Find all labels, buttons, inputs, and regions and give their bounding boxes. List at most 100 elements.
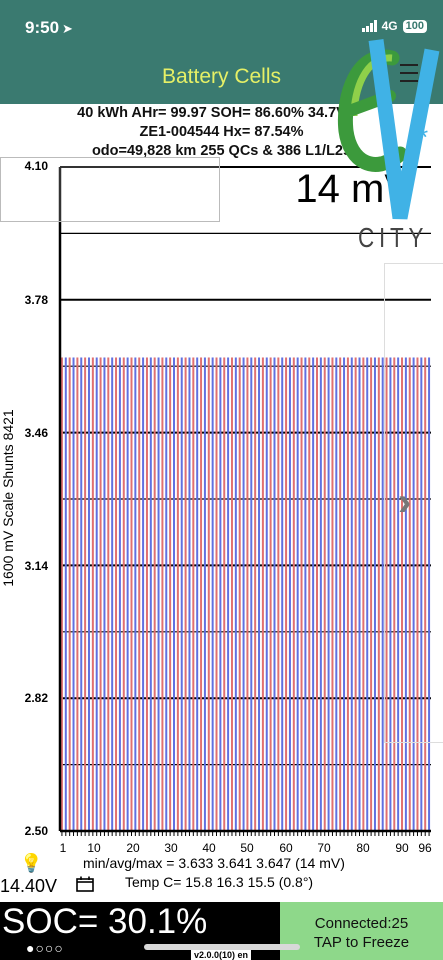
cell-bar xyxy=(80,357,82,831)
cell-bar xyxy=(154,357,156,831)
cell-bar xyxy=(266,357,268,831)
cell-bar xyxy=(88,357,90,831)
cell-bar xyxy=(301,357,303,831)
cell-bar xyxy=(374,357,376,831)
cell-bar xyxy=(76,357,78,831)
x-tick-label: 50 xyxy=(240,841,253,855)
y-tick-label: 3.46 xyxy=(0,426,48,440)
cell-bar xyxy=(216,357,218,831)
cell-bar xyxy=(347,357,349,831)
cell-bar xyxy=(366,357,368,831)
cell-bar xyxy=(142,357,144,831)
svg-text:*: * xyxy=(418,122,428,152)
cell-bar xyxy=(297,357,299,831)
cell-bar xyxy=(111,357,113,831)
cell-bar xyxy=(165,357,167,831)
soc-label: SOC= 30.1% xyxy=(2,902,207,942)
cell-bar xyxy=(254,357,256,831)
cell-bar xyxy=(320,357,322,831)
cell-bar xyxy=(158,357,160,831)
cell-bar xyxy=(293,357,295,831)
cell-bar xyxy=(316,357,318,831)
aux-voltage: 14.40V xyxy=(0,876,57,897)
cell-bar xyxy=(370,357,372,831)
logo-city-text: CITY xyxy=(358,222,428,254)
y-tick-label: 4.10 xyxy=(0,159,48,173)
status-indicators: 4G 100 xyxy=(362,19,427,33)
x-tick-label: 60 xyxy=(279,841,292,855)
freeze-label: TAP to Freeze xyxy=(280,933,443,952)
battery-icon: 100 xyxy=(403,20,427,33)
cell-bar xyxy=(227,357,229,831)
cell-bar xyxy=(169,357,171,831)
cell-bar xyxy=(127,357,129,831)
cell-bar xyxy=(219,357,221,831)
x-tick-label: 1 xyxy=(60,841,67,855)
calendar-icon[interactable] xyxy=(76,876,94,892)
cell-bar xyxy=(351,357,353,831)
y-tick-label: 3.14 xyxy=(0,559,48,573)
cell-bar xyxy=(200,357,202,831)
cell-bar xyxy=(239,357,241,831)
signal-icon xyxy=(362,20,377,32)
cell-bars xyxy=(61,357,430,831)
cell-bar xyxy=(177,357,179,831)
cell-bar xyxy=(270,357,272,831)
page-indicator[interactable]: ●○○○ xyxy=(26,940,64,956)
y-tick-label: 3.78 xyxy=(0,293,48,307)
x-tick-label: 96 xyxy=(418,841,431,855)
version-label: v2.0.0(10) en xyxy=(191,950,251,960)
cell-bar xyxy=(208,357,210,831)
cell-bar xyxy=(181,357,183,831)
chart-axes xyxy=(60,167,431,836)
cell-bar xyxy=(173,357,175,831)
x-tick-label: 20 xyxy=(126,841,139,855)
cell-bar xyxy=(146,357,148,831)
cell-bar xyxy=(343,357,345,831)
cell-bar xyxy=(277,357,279,831)
lightbulb-icon[interactable]: 💡 xyxy=(20,853,42,874)
status-time: 9:50 ➤ xyxy=(25,18,73,38)
side-panel[interactable] xyxy=(384,263,443,743)
cell-bar xyxy=(308,357,310,831)
cell-bar xyxy=(204,357,206,831)
cell-bar xyxy=(100,357,102,831)
x-tick-label: 80 xyxy=(356,841,369,855)
cell-bar xyxy=(231,357,233,831)
cell-bar xyxy=(69,357,71,831)
x-tick-label: 40 xyxy=(202,841,215,855)
cell-bar xyxy=(258,357,260,831)
cell-bar xyxy=(119,357,121,831)
cell-bar xyxy=(246,357,248,831)
cell-bar xyxy=(150,357,152,831)
cell-bar xyxy=(250,357,252,831)
connection-status: Connected:25 xyxy=(280,914,443,933)
cell-bar xyxy=(331,357,333,831)
temperature-stats: Temp C= 15.8 16.3 15.5 (0.8°) xyxy=(125,874,313,890)
freeze-button[interactable]: Connected:25 TAP to Freeze xyxy=(280,902,443,960)
cell-bar xyxy=(328,357,330,831)
cell-bar xyxy=(188,357,190,831)
cell-bar xyxy=(324,357,326,831)
network-label: 4G xyxy=(382,19,398,33)
cell-bar xyxy=(312,357,314,831)
cell-stats: min/avg/max = 3.633 3.641 3.647 (14 mV) xyxy=(83,855,345,871)
cell-bar xyxy=(223,357,225,831)
cell-bar xyxy=(65,357,67,831)
cell-bar xyxy=(161,357,163,831)
cell-bar xyxy=(107,357,109,831)
cell-bar xyxy=(335,357,337,831)
cell-bar xyxy=(84,357,86,831)
chart-grid xyxy=(60,167,431,831)
cell-bar xyxy=(96,357,98,831)
cell-bar xyxy=(359,357,361,831)
cell-bar xyxy=(378,357,380,831)
cell-bar xyxy=(185,357,187,831)
chevron-right-icon[interactable]: › xyxy=(398,480,411,525)
cell-bar xyxy=(355,357,357,831)
cell-bar xyxy=(92,357,94,831)
y-tick-label: 2.82 xyxy=(0,691,48,705)
x-tick-label: 10 xyxy=(87,841,100,855)
cell-bar xyxy=(273,357,275,831)
x-tick-label: 70 xyxy=(317,841,330,855)
